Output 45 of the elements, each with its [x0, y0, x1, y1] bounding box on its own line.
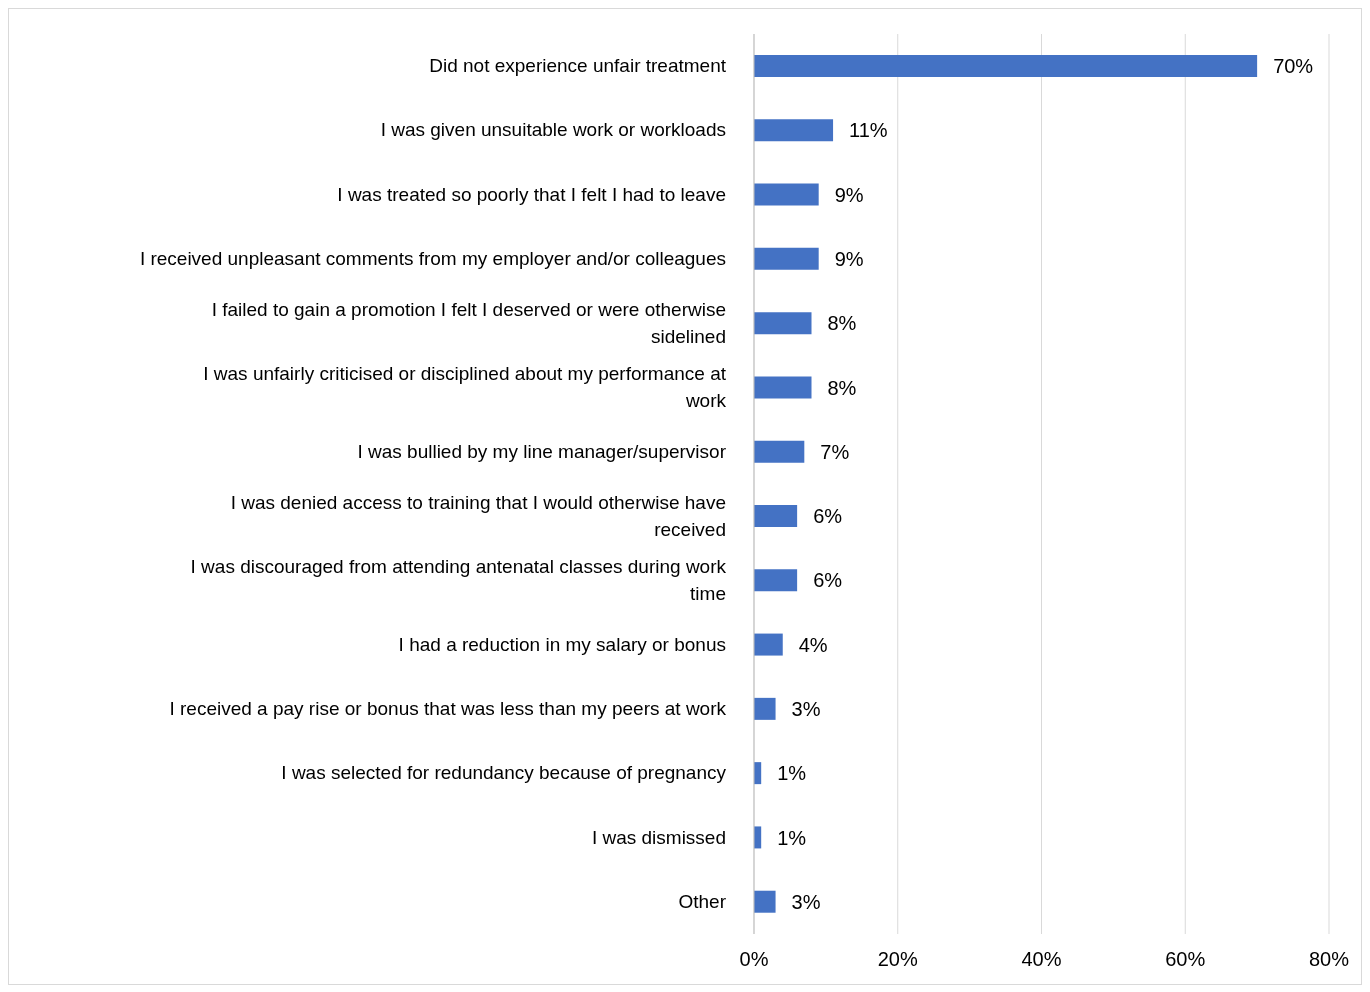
data-label: 1%: [777, 762, 807, 785]
bar: [754, 633, 783, 656]
data-label: 3%: [791, 890, 821, 913]
y-tick-label: I was given unsuitable work or workloads: [380, 119, 726, 141]
data-label: 6%: [813, 505, 843, 528]
x-tick-label: 40%: [1021, 948, 1062, 971]
bar: [754, 183, 819, 206]
bar: [754, 312, 812, 335]
y-tick-label: I was bullied by my line manager/supervisor: [357, 440, 727, 462]
bar: [754, 569, 798, 592]
bar: [754, 697, 776, 720]
y-tick-label: I received a pay rise or bonus that was less than my peers at work: [169, 698, 727, 719]
data-label: 11%: [849, 119, 888, 142]
data-label: 3%: [791, 697, 821, 720]
y-tick-label: Did not experience unfair treatment: [429, 55, 727, 77]
bar: [754, 440, 805, 463]
y-tick-label: I was discouraged from attending antenatal classes during work time: [190, 555, 727, 604]
bar: [754, 376, 812, 399]
bar: [754, 247, 819, 270]
y-tick-label: I had a reduction in my salary or bonus: [398, 633, 726, 655]
bar: [754, 119, 834, 142]
x-tick-label: 0%: [739, 948, 769, 971]
data-label: 1%: [777, 826, 807, 849]
y-tick-label: I was unfairly criticised or disciplined about my performance at work: [203, 363, 727, 412]
data-label: 8%: [827, 312, 857, 335]
bar: [754, 55, 1258, 77]
y-tick-label: I failed to gain a promotion I felt I deserved or were otherwise sidelined: [211, 298, 726, 347]
data-label: 4%: [798, 633, 828, 656]
data-label: 8%: [827, 376, 857, 399]
y-tick-label: I was selected for redundancy because of pregnancy: [281, 762, 727, 784]
y-tick-label: I was denied access to training that I would otherwise have received: [230, 491, 726, 540]
data-label: 9%: [834, 247, 864, 270]
x-tick-label: 20%: [877, 948, 918, 971]
data-label: 70%: [1273, 55, 1314, 78]
y-tick-label: I was treated so poorly that I felt I had to leave: [337, 183, 726, 205]
y-tick-label: I was dismissed: [591, 826, 726, 848]
data-label: 9%: [834, 183, 864, 206]
bar: [754, 890, 776, 913]
data-label: 7%: [820, 440, 850, 463]
bar: [754, 505, 798, 527]
data-label: 6%: [813, 569, 843, 592]
x-tick-label: 80%: [1308, 948, 1350, 971]
y-tick-label: I received unpleasant comments from my employer and/or colleagues: [139, 248, 726, 269]
y-tick-label: Other: [678, 890, 727, 912]
x-tick-label: 60%: [1165, 948, 1206, 971]
